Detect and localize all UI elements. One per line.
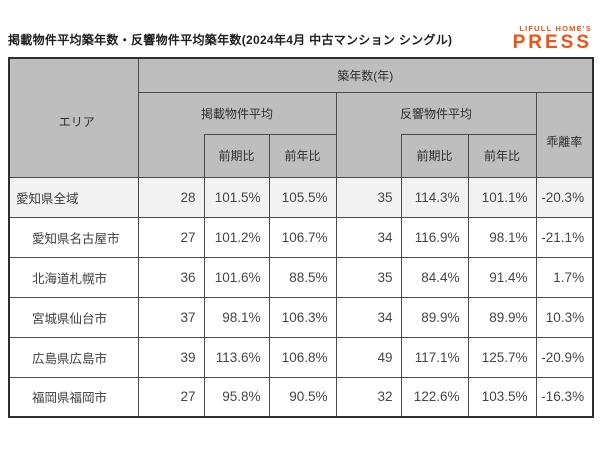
logo-text-lifull-homes: LIFULL HOME'S bbox=[519, 23, 592, 33]
cell-listed_py: 106.8% bbox=[268, 336, 337, 378]
lifull-homes-press-logo: LIFULL HOME'S PRESS bbox=[512, 23, 592, 56]
page-title: 掲載物件平均築年数・反響物件平均築年数(2024年4月 中古マンション シングル… bbox=[8, 33, 453, 47]
table-row: 愛知県名古屋市 27 101.2% 106.7% 34 116.9% 98.1% -21.1% bbox=[8, 216, 594, 258]
cell-listed: 28 bbox=[137, 176, 205, 218]
table-row: 広島県広島市 39 113.6% 106.8% 49 117.1% 125.7% -20.9% bbox=[8, 336, 594, 378]
cell-area: 北海道札幌市 bbox=[8, 256, 139, 298]
cell-area: 福岡県福岡市 bbox=[8, 376, 139, 418]
column-header-listed-average: 掲載物件平均 bbox=[137, 91, 337, 134]
table-row: 北海道札幌市 36 101.6% 88.5% 35 84.4% 91.4% 1.7% bbox=[8, 256, 594, 298]
cell-resp_pp: 89.9% bbox=[400, 296, 469, 338]
page-header: 掲載物件平均築年数・反響物件平均築年数(2024年4月 中古マンション シングル… bbox=[8, 0, 592, 55]
table-body: 愛知県全域 28 101.5% 105.5% 35 114.3% 101.1% -20.3% 愛… bbox=[8, 176, 594, 418]
cell-resp_py: 91.4% bbox=[467, 256, 537, 298]
cell-div: -21.1% bbox=[535, 216, 594, 258]
cell-listed: 37 bbox=[137, 296, 205, 338]
cell-resp_pp: 114.3% bbox=[400, 176, 469, 218]
cell-listed: 36 bbox=[137, 256, 205, 298]
cell-resp_py: 98.1% bbox=[467, 216, 537, 258]
cell-listed_py: 106.3% bbox=[268, 296, 337, 338]
cell-area: 愛知県名古屋市 bbox=[8, 216, 139, 258]
column-header-response-average: 反響物件平均 bbox=[335, 91, 537, 134]
column-header-listed-prev-period: 前期比 bbox=[203, 133, 270, 178]
cell-resp_pp: 84.4% bbox=[400, 256, 469, 298]
cell-area: 宮城県仙台市 bbox=[8, 296, 139, 338]
cell-resp_pp: 117.1% bbox=[400, 336, 469, 378]
cell-resp_py: 89.9% bbox=[467, 296, 537, 338]
cell-listed_pp: 98.1% bbox=[203, 296, 270, 338]
table-header: エリア 築年数(年) 掲載物件平均 反響物件平均 乖離率 前期比 前年比 前期比… bbox=[8, 57, 594, 178]
cell-resp_pp: 122.6% bbox=[400, 376, 469, 418]
cell-listed_py: 106.7% bbox=[268, 216, 337, 258]
cell-div: -16.3% bbox=[535, 376, 594, 418]
cell-resp: 34 bbox=[335, 216, 402, 258]
cell-listed_pp: 101.2% bbox=[203, 216, 270, 258]
cell-area: 広島県広島市 bbox=[8, 336, 139, 378]
building-age-table: エリア 築年数(年) 掲載物件平均 反響物件平均 乖離率 前期比 前年比 前期比… bbox=[8, 57, 595, 418]
column-header-listed-prev-year: 前年比 bbox=[268, 133, 337, 178]
column-header-response-prev-year: 前年比 bbox=[467, 133, 537, 178]
cell-listed_pp: 101.5% bbox=[203, 176, 270, 218]
column-header-response-prev-period: 前期比 bbox=[400, 133, 469, 178]
cell-div: -20.9% bbox=[535, 336, 594, 378]
cell-resp_py: 101.1% bbox=[467, 176, 537, 218]
column-header-age-years: 築年数(年) bbox=[137, 57, 594, 93]
cell-listed_py: 105.5% bbox=[268, 176, 337, 218]
table-row: 宮城県仙台市 37 98.1% 106.3% 34 89.9% 89.9% 10.3% bbox=[8, 296, 594, 338]
cell-resp_py: 125.7% bbox=[467, 336, 537, 378]
cell-listed_py: 90.5% bbox=[268, 376, 337, 418]
table-row: 福岡県福岡市 27 95.8% 90.5% 32 122.6% 103.5% -16.3% bbox=[8, 376, 594, 418]
cell-resp_pp: 116.9% bbox=[400, 216, 469, 258]
cell-listed: 39 bbox=[137, 336, 205, 378]
cell-listed: 27 bbox=[137, 376, 205, 418]
column-header-listed-value-spacer bbox=[137, 134, 205, 178]
table-row: 愛知県全域 28 101.5% 105.5% 35 114.3% 101.1% -20.3% bbox=[8, 176, 594, 218]
cell-div: -20.3% bbox=[535, 176, 594, 218]
cell-area: 愛知県全域 bbox=[8, 176, 139, 218]
column-header-area: エリア bbox=[8, 57, 139, 178]
cell-resp: 32 bbox=[335, 376, 402, 418]
column-header-divergence-rate: 乖離率 bbox=[535, 91, 594, 178]
cell-resp: 35 bbox=[335, 176, 402, 218]
cell-resp: 34 bbox=[335, 296, 402, 338]
cell-div: 10.3% bbox=[535, 296, 594, 338]
cell-listed_pp: 113.6% bbox=[203, 336, 270, 378]
cell-resp: 49 bbox=[335, 336, 402, 378]
cell-listed: 27 bbox=[137, 216, 205, 258]
logo-text-press: PRESS bbox=[512, 32, 592, 53]
cell-listed_pp: 101.6% bbox=[203, 256, 270, 298]
cell-resp: 35 bbox=[335, 256, 402, 298]
cell-listed_py: 88.5% bbox=[268, 256, 337, 298]
cell-listed_pp: 95.8% bbox=[203, 376, 270, 418]
cell-resp_py: 103.5% bbox=[467, 376, 537, 418]
column-header-response-value-spacer bbox=[335, 134, 402, 178]
cell-div: 1.7% bbox=[535, 256, 594, 298]
